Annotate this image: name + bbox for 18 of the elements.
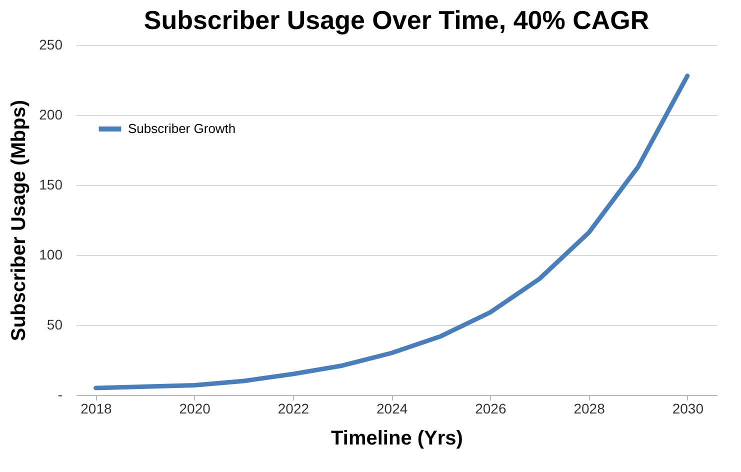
legend-label: Subscriber Growth (128, 121, 236, 136)
y-tick-label: 150 (39, 176, 63, 192)
x-tick-label: 2022 (278, 400, 310, 416)
y-tick-label: 250 (39, 36, 63, 52)
x-tick-label: 2024 (376, 400, 408, 416)
x-tick-label: 2028 (574, 400, 606, 416)
x-axis-title: Timeline (Yrs) (331, 428, 463, 450)
line-series (93, 74, 690, 390)
x-tick-label: 2018 (80, 400, 112, 416)
x-tick-label: 2020 (179, 400, 211, 416)
x-tick-label: 2030 (672, 400, 704, 416)
y-tick-label: - (58, 386, 63, 402)
y-tick-label: 100 (39, 246, 63, 262)
y-tick-label: 50 (46, 316, 63, 332)
y-tick-label: 200 (39, 106, 63, 122)
chart-title: Subscriber Usage Over Time, 40% CAGR (144, 5, 650, 35)
x-tick-label: 2026 (475, 400, 506, 416)
y-axis-title: Subscriber Usage (Mbps) (8, 100, 30, 342)
